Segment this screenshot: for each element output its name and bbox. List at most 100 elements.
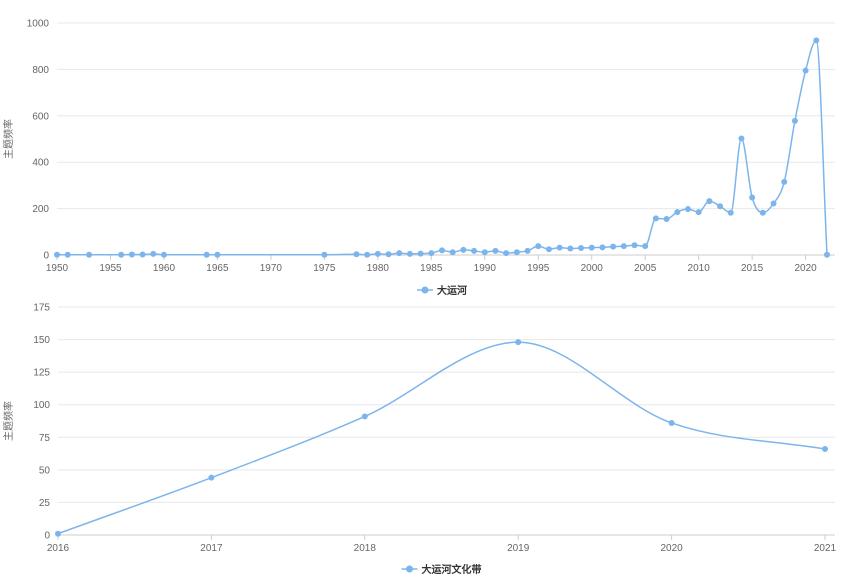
chart-top-series-line [57, 39, 828, 256]
c1-x-tick-label: 1970 [260, 263, 283, 274]
c1-data-point[interactable] [406, 250, 413, 257]
c1-data-point[interactable] [150, 250, 157, 257]
c2-y-tick-label: 25 [39, 498, 51, 509]
c2-x-tick-label: 2019 [507, 543, 530, 554]
c2-y-tick-label: 175 [33, 303, 50, 314]
c1-data-point[interactable] [128, 251, 135, 258]
chart-bottom-y-axis-label: 主题频率 [2, 401, 15, 441]
c1-data-point[interactable] [54, 251, 60, 258]
chart-top-legend-marker [421, 286, 429, 294]
c2-data-point[interactable] [361, 413, 368, 420]
c1-y-tick-label: 200 [32, 204, 49, 215]
c2-y-tick-label: 75 [39, 433, 51, 444]
c1-data-point[interactable] [396, 250, 403, 257]
c1-data-point[interactable] [706, 198, 713, 205]
c1-data-point[interactable] [610, 243, 617, 250]
c1-data-point[interactable] [674, 209, 681, 216]
chart-top-y-tick-labels: 0 200 400 600 800 1000 [27, 19, 50, 262]
c1-data-point[interactable] [160, 251, 167, 258]
c1-data-point[interactable] [567, 245, 574, 252]
chart-top-axes [56, 254, 835, 260]
c1-data-point[interactable] [802, 67, 809, 74]
c1-data-point[interactable] [791, 117, 798, 124]
c1-y-tick-label: 1000 [27, 19, 50, 30]
c1-data-point[interactable] [503, 250, 510, 257]
c1-data-point[interactable] [374, 250, 381, 257]
c2-data-point[interactable] [515, 339, 522, 346]
c1-data-point[interactable] [620, 243, 627, 250]
c1-data-point[interactable] [545, 246, 552, 253]
c1-data-point[interactable] [353, 251, 360, 258]
c1-x-tick-label: 2010 [688, 263, 711, 274]
c1-x-tick-label: 2000 [581, 263, 604, 274]
c1-data-point[interactable] [428, 250, 435, 257]
c1-x-tick-label: 1975 [313, 263, 336, 274]
c1-data-point[interactable] [770, 200, 777, 207]
c1-x-tick-label: 1965 [206, 263, 229, 274]
c1-data-point[interactable] [203, 251, 210, 258]
c1-data-point[interactable] [364, 251, 371, 258]
c1-data-point[interactable] [139, 251, 146, 258]
c1-data-point[interactable] [717, 203, 724, 210]
c1-data-point[interactable] [64, 251, 71, 258]
c1-x-tick-label: 1995 [527, 263, 550, 274]
c1-data-point[interactable] [824, 251, 830, 258]
c1-data-point[interactable] [663, 216, 670, 223]
c1-data-point[interactable] [588, 244, 595, 251]
chart-top-gridlines [57, 22, 835, 210]
chart-bottom-x-tick-labels: 2016 2017 2018 2019 2020 2021 [47, 543, 837, 554]
c1-data-point[interactable] [727, 209, 734, 216]
c1-data-point[interactable] [652, 215, 659, 222]
c1-data-point[interactable] [759, 209, 766, 216]
c1-data-point[interactable] [471, 247, 478, 254]
c1-data-point[interactable] [631, 242, 638, 249]
c1-data-point[interactable] [385, 251, 392, 258]
c1-data-point[interactable] [524, 247, 531, 254]
c1-data-point[interactable] [513, 249, 520, 256]
c1-data-point[interactable] [417, 250, 424, 257]
c2-x-tick-label: 2020 [660, 543, 683, 554]
c1-data-point[interactable] [449, 249, 456, 256]
c2-y-tick-label: 150 [33, 335, 50, 346]
c1-data-point[interactable] [86, 251, 93, 258]
c2-y-tick-label: 125 [33, 368, 50, 379]
c1-data-point[interactable] [535, 243, 542, 250]
c1-data-point[interactable] [214, 251, 221, 258]
c1-x-tick-label: 1990 [474, 263, 497, 274]
chart-top-x-tick-labels: 1950 1955 1960 1965 1970 1975 1980 1985 1990 1995… [46, 263, 817, 274]
c2-x-tick-label: 2017 [200, 543, 223, 554]
c2-data-point[interactable] [55, 530, 61, 537]
chart-top-data-points [54, 37, 830, 258]
c1-data-point[interactable] [738, 135, 745, 142]
c2-y-tick-label: 0 [44, 531, 50, 542]
c1-data-point[interactable] [695, 209, 702, 216]
c1-y-tick-label: 0 [43, 251, 49, 262]
c1-data-point[interactable] [460, 246, 467, 253]
c1-data-point[interactable] [749, 194, 756, 201]
chart-bottom-legend-marker [406, 565, 413, 573]
chart-bottom-legend[interactable]: 大运河文化带 [401, 563, 482, 576]
chart-top-y-axis-label: 主题频率 [2, 119, 15, 159]
c1-data-point[interactable] [781, 178, 788, 185]
c1-data-point[interactable] [556, 244, 563, 251]
c1-data-point[interactable] [642, 243, 649, 250]
c1-data-point[interactable] [599, 244, 606, 251]
c1-data-point[interactable] [684, 206, 691, 213]
c1-data-point[interactable] [578, 245, 585, 252]
c1-y-tick-label: 800 [32, 65, 49, 76]
c1-data-point[interactable] [481, 249, 488, 256]
c1-data-point[interactable] [439, 247, 445, 254]
c2-data-point[interactable] [822, 446, 828, 453]
c1-data-point[interactable] [321, 251, 328, 258]
c2-data-point[interactable] [668, 419, 675, 426]
c1-x-tick-label: 2015 [741, 263, 764, 274]
c1-data-point[interactable] [813, 37, 820, 44]
chart-top-legend[interactable]: 大运河 [417, 284, 467, 297]
c1-x-tick-label: 2020 [794, 263, 817, 274]
chart-bottom-y-tick-labels: 0 25 50 75 100 125 150 175 [33, 303, 50, 542]
c2-data-point[interactable] [208, 474, 215, 481]
c1-data-point[interactable] [118, 251, 125, 258]
c1-data-point[interactable] [492, 247, 499, 254]
c2-y-tick-label: 100 [33, 400, 50, 411]
